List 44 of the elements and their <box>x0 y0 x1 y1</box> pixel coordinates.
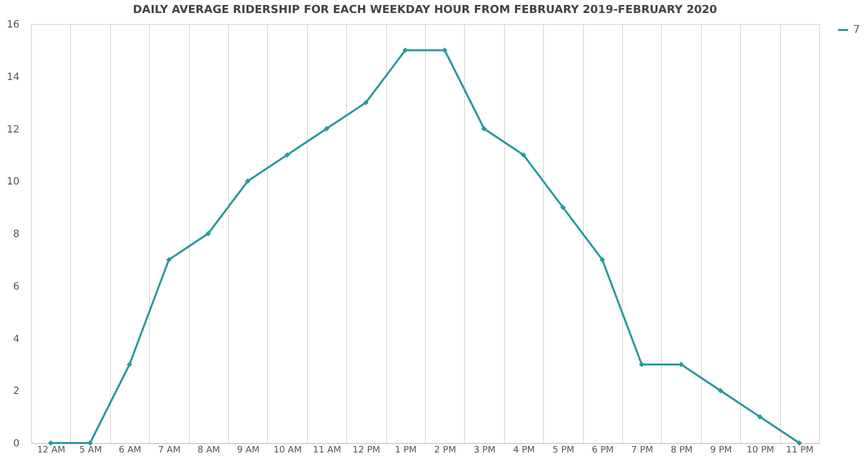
x-tick-label: 8 AM <box>198 446 220 456</box>
x-tick-label: 11 AM <box>312 446 342 456</box>
x-tick-label: 1 PM <box>394 446 417 456</box>
y-tick-label: 4 <box>13 334 20 345</box>
x-tick-label: 7 AM <box>158 446 181 456</box>
y-tick-label: 6 <box>13 281 20 292</box>
x-tick-label: 7 PM <box>631 446 654 456</box>
x-tick-label: 9 AM <box>236 446 260 456</box>
x-tick-label: 3 PM <box>474 446 496 456</box>
point <box>284 152 290 158</box>
point <box>166 256 172 262</box>
x-tick-label: 10 PM <box>746 446 774 456</box>
x-tick-label: 6 AM <box>118 446 142 456</box>
point <box>126 362 132 368</box>
x-tick-label: 8 PM <box>670 446 692 456</box>
x-tick-label: 12 AM <box>37 446 66 456</box>
point <box>796 440 802 446</box>
point <box>718 388 724 394</box>
point <box>600 256 606 262</box>
x-tick-label: 6 PM <box>592 446 614 456</box>
y-tick-label: 16 <box>6 20 20 30</box>
y-tick-label: 2 <box>13 386 20 398</box>
point <box>363 100 369 106</box>
y-tick-label: 0 <box>13 438 20 450</box>
point <box>244 178 250 184</box>
y-tick-label: 8 <box>13 229 20 240</box>
legend-label: 7 <box>853 23 860 36</box>
y-tick-label: 14 <box>6 72 20 83</box>
x-tick-label: 9 PM <box>710 446 732 456</box>
x-tick-label: 10 AM <box>273 446 302 456</box>
y-tick-label: 12 <box>6 124 20 136</box>
x-tick-label: 4 PM <box>513 446 535 456</box>
point <box>206 230 212 236</box>
x-tick-label: 2 PM <box>434 446 456 456</box>
point <box>560 204 566 210</box>
x-tick-label: 12 PM <box>352 446 380 456</box>
x-tick-label: 5 PM <box>552 446 574 456</box>
y-tick-label: 10 <box>6 176 20 188</box>
x-tick-label: 11 PM <box>786 446 814 456</box>
point <box>757 414 763 420</box>
point <box>520 152 526 158</box>
chart-title: DAILY AVERAGE RIDERSHIP FOR EACH WEEKDAY HOUR FROM FEBRUARY 2019-FEBRUARY 2020 <box>132 3 718 16</box>
x-tick-label: 5 AM <box>79 446 102 456</box>
point <box>481 126 487 132</box>
